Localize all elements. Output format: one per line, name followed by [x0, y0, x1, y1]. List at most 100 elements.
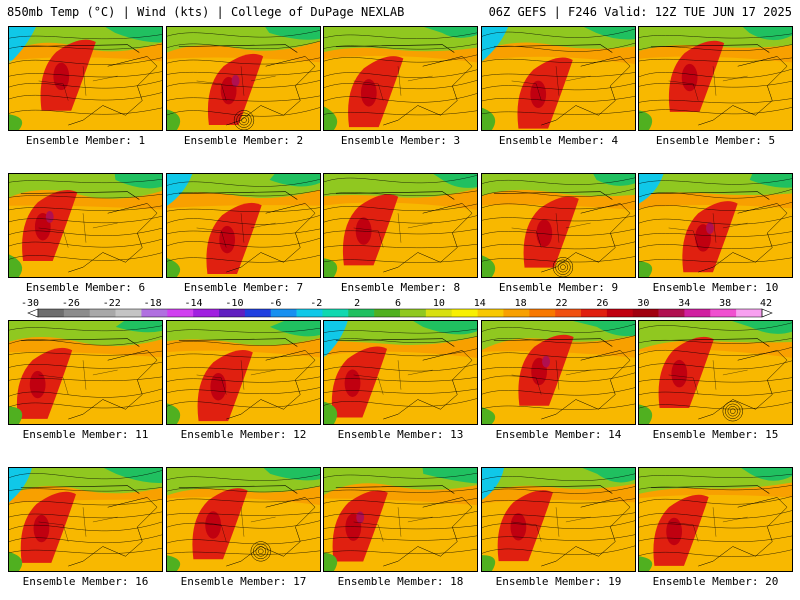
wind-contour [167, 207, 320, 213]
colorbar-segment [400, 309, 427, 317]
colorbar-segment [606, 309, 634, 317]
wind-contour [482, 324, 635, 333]
border-line [178, 338, 298, 347]
wind-contour [9, 470, 162, 480]
colorbar-segment [632, 309, 659, 317]
state-lines [353, 360, 433, 395]
cold-region [105, 27, 162, 43]
panel-map-svg [9, 321, 162, 424]
colorbar-segment [167, 309, 194, 317]
wind-contour [167, 387, 320, 395]
coastline [226, 350, 316, 420]
border-line [178, 191, 298, 200]
panel-map-svg [482, 321, 635, 424]
wind-contour [9, 361, 162, 369]
coastline [541, 350, 631, 420]
state-lines [668, 507, 748, 542]
wind-contour [167, 474, 320, 481]
wind-contour [167, 365, 320, 371]
colorbar-tick-label: 42 [760, 298, 772, 309]
extreme-core [231, 74, 240, 87]
coastline [226, 203, 316, 273]
south-cool [9, 254, 23, 277]
state-lines [353, 66, 433, 101]
colorbar-tick-label: 34 [678, 298, 690, 309]
wind-contour [324, 398, 477, 407]
wind-contour [167, 57, 320, 65]
storm-contour [727, 406, 738, 417]
ensemble-member-panel [323, 173, 478, 278]
wind-contour [482, 486, 635, 494]
colorbar-tick-label: -2 [310, 298, 322, 309]
wind-contour [167, 398, 320, 408]
colorbar-segment [89, 309, 116, 317]
cold-region-west [482, 27, 509, 62]
ensemble-member-panel [638, 467, 793, 572]
cold-region [749, 174, 792, 188]
ensemble-member-caption: Ensemble Member: 3 [340, 134, 461, 147]
wind-contour [9, 534, 162, 544]
border-line [493, 44, 613, 53]
storm-contour [258, 548, 264, 555]
south-cool [639, 261, 653, 277]
wind-contour [324, 69, 477, 78]
wind-contour [9, 487, 162, 492]
coastline [698, 350, 788, 420]
wind-contour [9, 252, 162, 261]
border-line [335, 191, 455, 200]
warm-band [324, 55, 477, 130]
colorbar-segment [244, 309, 272, 317]
wind-contour [167, 511, 320, 516]
colorbar-segment [451, 309, 478, 317]
wind-contour [482, 188, 635, 197]
coastline [698, 56, 788, 126]
border-line [650, 485, 770, 494]
wind-contour [324, 388, 477, 394]
cold-region [269, 321, 320, 337]
state-lines [196, 360, 276, 395]
colorbar-segment [425, 309, 453, 317]
border-line [493, 485, 613, 494]
wind-contour [167, 338, 320, 346]
ensemble-member-panel [8, 320, 163, 425]
cold-region [582, 468, 635, 483]
border-line [650, 191, 770, 200]
wind-contour [482, 349, 635, 358]
ensemble-member-panel [8, 26, 163, 131]
cold-region [103, 468, 162, 483]
ensemble-member-caption: Ensemble Member: 1 [25, 134, 146, 147]
colorbar-tick-label: -6 [269, 298, 281, 309]
south-cool [482, 255, 496, 277]
warm-band [167, 497, 320, 571]
wind-contour [9, 388, 162, 398]
panel-map-svg [482, 27, 635, 130]
colorbar-tick-label: -10 [225, 298, 243, 309]
border-line [20, 485, 140, 494]
wind-contour [639, 377, 792, 383]
panel-map-svg [9, 27, 162, 130]
ensemble-member-caption: Ensemble Member: 8 [340, 281, 461, 294]
hot-core [666, 517, 683, 546]
colorbar-tick-label: 26 [596, 298, 608, 309]
colorbar-right-arrow [761, 308, 773, 318]
colorbar-tick-label: -26 [62, 298, 80, 309]
hot-core [536, 219, 553, 247]
colorbar-tick-label: -18 [144, 298, 162, 309]
ensemble-member-caption: Ensemble Member: 20 [652, 575, 779, 588]
ensemble-member-panel [638, 173, 793, 278]
south-cool [167, 109, 181, 130]
colorbar-segment [555, 309, 582, 317]
cold-region [433, 174, 477, 188]
wind-contour [324, 110, 477, 116]
colorbar-segment [63, 309, 91, 317]
ensemble-member-caption: Ensemble Member: 18 [337, 575, 464, 588]
coastline [541, 56, 631, 126]
state-lines [38, 507, 118, 542]
wind-contour [639, 178, 792, 185]
state-lines [38, 360, 118, 395]
ensemble-member-panel [638, 26, 793, 131]
wind-contour [482, 545, 635, 555]
wind-contour [639, 510, 792, 519]
cool-region [482, 27, 635, 52]
colorbar-tick-label: 6 [395, 298, 401, 309]
